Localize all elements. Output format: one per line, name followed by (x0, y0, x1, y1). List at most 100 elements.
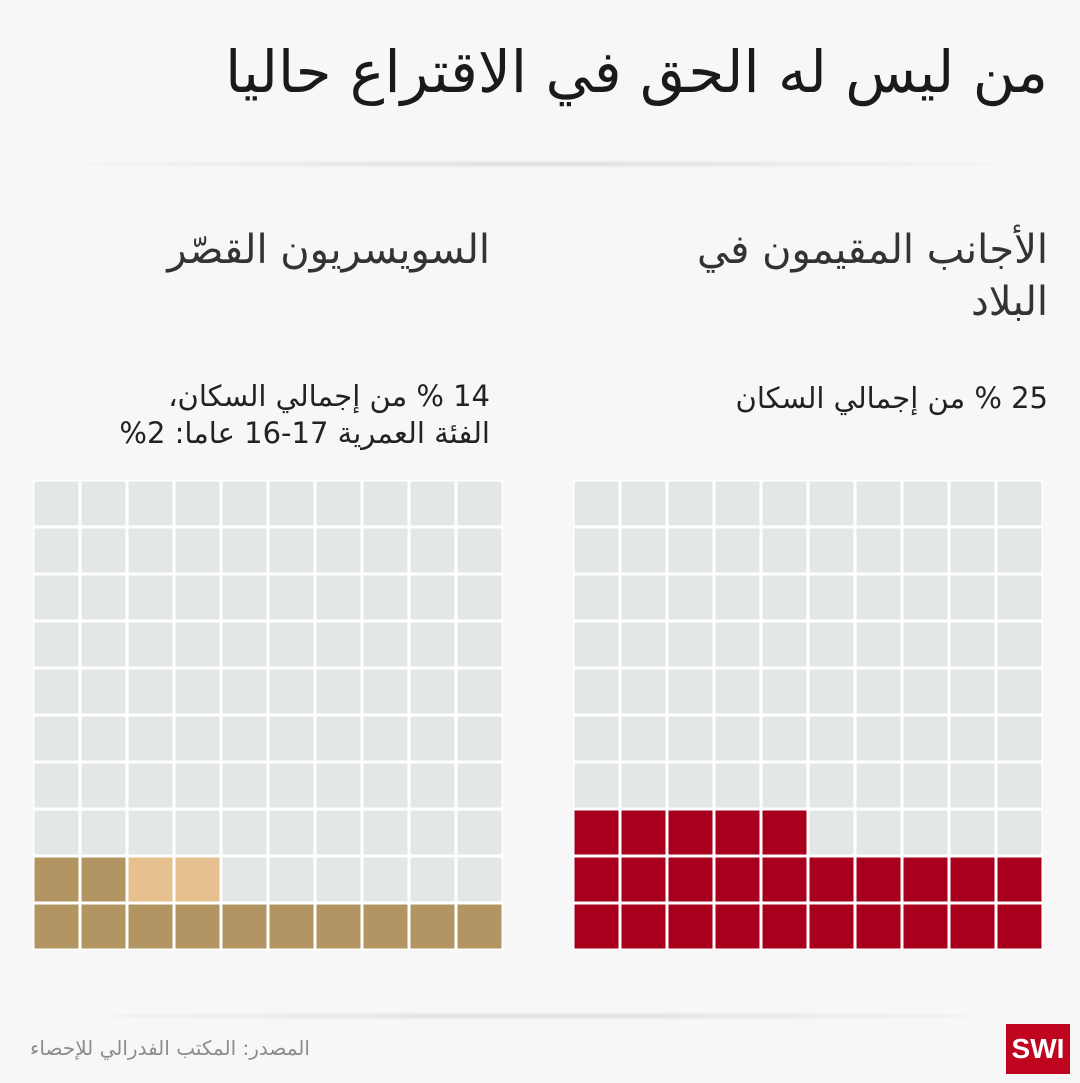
foreigners-waffle-chart (573, 480, 1043, 950)
waffle-cell-empty (715, 716, 760, 761)
waffle-cell-empty (621, 763, 666, 808)
waffle-cell-empty (81, 763, 126, 808)
waffle-cell-empty (175, 669, 220, 714)
waffle-cell-empty (574, 669, 619, 714)
waffle-cell-filled (621, 810, 666, 855)
waffle-cell-empty (997, 622, 1042, 667)
waffle-cell-empty (128, 528, 173, 573)
waffle-cell-empty (762, 622, 807, 667)
waffle-cell-empty (363, 857, 408, 902)
waffle-cell-empty (269, 763, 314, 808)
waffle-cell-empty (316, 857, 361, 902)
waffle-cell-empty (762, 763, 807, 808)
waffle-cell-empty (269, 622, 314, 667)
waffle-cell-empty (175, 622, 220, 667)
waffle-cell-filled (809, 904, 854, 949)
waffle-cell-empty (903, 481, 948, 526)
waffle-cell-empty (316, 763, 361, 808)
waffle-cell-empty (621, 528, 666, 573)
waffle-cell-empty (222, 763, 267, 808)
waffle-cell-filled (81, 857, 126, 902)
waffle-cell-empty (856, 622, 901, 667)
waffle-cell-filled (410, 904, 455, 949)
waffle-cell-empty (175, 528, 220, 573)
waffle-cell-empty (856, 481, 901, 526)
waffle-cell-filled (950, 904, 995, 949)
waffle-cell-empty (856, 763, 901, 808)
waffle-cell-filled (950, 857, 995, 902)
waffle-cell-empty (175, 575, 220, 620)
waffle-cell-empty (621, 575, 666, 620)
waffle-cell-empty (269, 716, 314, 761)
waffle-cell-empty (81, 810, 126, 855)
waffle-cell-filled (574, 810, 619, 855)
waffle-cell-filled (715, 857, 760, 902)
waffle-cell-empty (128, 481, 173, 526)
waffle-cell-empty (997, 575, 1042, 620)
waffle-cell-empty (621, 622, 666, 667)
waffle-cell-empty (457, 763, 502, 808)
waffle-cell-empty (316, 810, 361, 855)
waffle-grid (33, 480, 503, 950)
waffle-cell-empty (457, 575, 502, 620)
waffle-cell-empty (128, 575, 173, 620)
waffle-cell-empty (457, 622, 502, 667)
waffle-cell-empty (34, 763, 79, 808)
waffle-cell-empty (809, 622, 854, 667)
waffle-cell-empty (903, 669, 948, 714)
foreigners-heading: الأجانب المقيمون في البلاد (696, 227, 1048, 325)
waffle-cell-filled (128, 857, 173, 902)
waffle-cell-empty (316, 575, 361, 620)
waffle-cell-empty (222, 622, 267, 667)
waffle-cell-empty (363, 575, 408, 620)
waffle-cell-empty (762, 528, 807, 573)
waffle-cell-empty (363, 716, 408, 761)
waffle-cell-empty (997, 669, 1042, 714)
waffle-cell-filled (175, 904, 220, 949)
waffle-cell-filled (81, 904, 126, 949)
waffle-cell-empty (903, 716, 948, 761)
waffle-cell-filled (457, 904, 502, 949)
waffle-cell-filled (997, 857, 1042, 902)
waffle-cell-empty (363, 528, 408, 573)
waffle-cell-empty (269, 810, 314, 855)
waffle-cell-empty (856, 528, 901, 573)
waffle-cell-empty (269, 481, 314, 526)
waffle-cell-empty (81, 716, 126, 761)
waffle-cell-empty (950, 716, 995, 761)
waffle-cell-empty (34, 716, 79, 761)
waffle-cell-empty (950, 622, 995, 667)
waffle-cell-filled (903, 857, 948, 902)
waffle-cell-empty (668, 669, 713, 714)
waffle-cell-filled (621, 904, 666, 949)
waffle-cell-empty (997, 528, 1042, 573)
waffle-cell-empty (574, 481, 619, 526)
waffle-cell-empty (809, 575, 854, 620)
waffle-cell-empty (457, 810, 502, 855)
waffle-cell-filled (668, 857, 713, 902)
waffle-cell-empty (222, 857, 267, 902)
waffle-cell-empty (809, 669, 854, 714)
waffle-cell-empty (715, 528, 760, 573)
waffle-cell-filled (574, 904, 619, 949)
waffle-cell-filled (762, 904, 807, 949)
waffle-cell-empty (175, 716, 220, 761)
waffle-cell-empty (269, 857, 314, 902)
waffle-cell-filled (128, 904, 173, 949)
foreigners-subtitle: 25 % من إجمالي السكان (735, 381, 1048, 415)
waffle-cell-empty (903, 810, 948, 855)
waffle-cell-empty (222, 669, 267, 714)
waffle-cell-empty (903, 622, 948, 667)
swiss-minors-heading: السويسريون القصّر (167, 227, 490, 273)
waffle-cell-empty (363, 810, 408, 855)
waffle-cell-filled (269, 904, 314, 949)
waffle-cell-empty (668, 763, 713, 808)
waffle-cell-empty (175, 763, 220, 808)
waffle-cell-filled (856, 904, 901, 949)
waffle-cell-empty (903, 575, 948, 620)
waffle-cell-empty (410, 669, 455, 714)
waffle-cell-empty (950, 575, 995, 620)
waffle-cell-empty (809, 716, 854, 761)
waffle-cell-empty (809, 763, 854, 808)
source-note: المصدر: المكتب الفدرالي للإحصاء (30, 1036, 310, 1060)
